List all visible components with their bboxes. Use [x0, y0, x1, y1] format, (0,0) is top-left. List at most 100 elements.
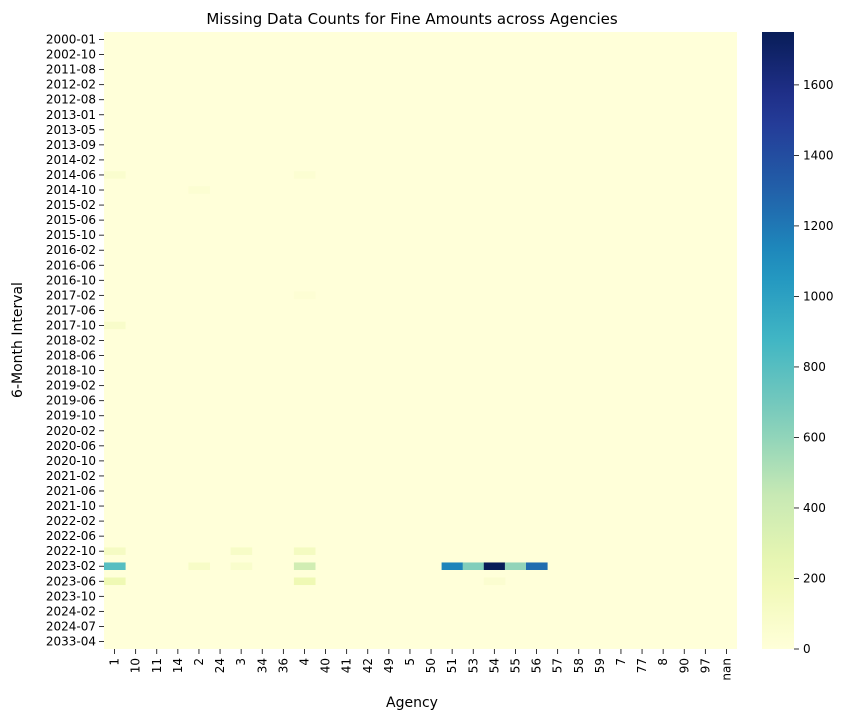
- heatmap-cell: [104, 547, 126, 555]
- y-tick-label: 2016-02: [46, 243, 96, 257]
- colorbar-ticks: 0 200 400 600 800 1000 1200 1400 1600: [794, 78, 834, 656]
- y-tick-label: 2017-02: [46, 288, 96, 302]
- y-tick-label: 2013-01: [46, 108, 96, 122]
- x-axis-ticks: 1 10 11 14 2 24 3 34 36 4 40 41 42 49 5 50 51 53 54 55 56 57 5…: [108, 649, 733, 681]
- x-tick-label: 5: [403, 658, 417, 666]
- colorbar-tick-label: 1000: [803, 289, 834, 303]
- colorbar-tick-label: 1400: [803, 148, 834, 162]
- y-axis-ticks: 2000-012002-102011-082012-022012-082013-…: [46, 33, 104, 648]
- heatmap-grid: [104, 32, 737, 649]
- heatmap-cell: [188, 186, 210, 194]
- x-tick-label: 53: [466, 658, 480, 673]
- heatmap-background: [104, 32, 737, 649]
- y-tick-label: 2011-08: [46, 63, 96, 77]
- y-tick-label: 2018-06: [46, 349, 96, 363]
- y-tick-label: 2013-05: [46, 123, 96, 137]
- heatmap-cell: [104, 321, 126, 330]
- y-tick-label: 2002-10: [46, 48, 96, 62]
- colorbar-tick-label: 200: [803, 571, 826, 585]
- heatmap-cell: [293, 547, 316, 555]
- x-tick-label: 57: [551, 658, 565, 673]
- y-tick-label: 2019-10: [46, 409, 96, 423]
- x-tick-label: 41: [340, 658, 354, 673]
- y-tick-label: 2017-06: [46, 303, 96, 317]
- heatmap-cell: [504, 562, 527, 570]
- y-tick-label: 2023-02: [46, 559, 96, 573]
- y-tick-label: 2021-02: [46, 469, 96, 483]
- x-tick-label: 40: [319, 658, 333, 673]
- y-tick-label: 2012-08: [46, 93, 96, 107]
- x-tick-label: 1: [108, 658, 122, 666]
- y-tick-label: 2018-10: [46, 364, 96, 378]
- x-tick-label: 55: [508, 658, 522, 673]
- y-tick-label: 2023-10: [46, 589, 96, 603]
- heatmap-cell: [293, 562, 316, 570]
- y-tick-label: 2015-06: [46, 213, 96, 227]
- heatmap-cell: [293, 577, 316, 586]
- y-tick-label: 2019-06: [46, 394, 96, 408]
- x-tick-label: 90: [677, 658, 691, 673]
- y-tick-label: 2033-04: [46, 634, 96, 648]
- x-tick-label: 77: [635, 658, 649, 673]
- y-tick-label: 2014-02: [46, 153, 96, 167]
- y-tick-label: 2013-09: [46, 138, 96, 152]
- x-tick-label: 36: [276, 658, 290, 673]
- heatmap-cell: [230, 562, 253, 570]
- y-tick-label: 2024-02: [46, 604, 96, 618]
- x-axis-label: Agency: [386, 695, 438, 711]
- colorbar-tick-label: 0: [803, 642, 811, 656]
- x-tick-label: nan: [719, 658, 733, 681]
- y-tick-label: 2016-06: [46, 258, 96, 272]
- colorbar-tick-label: 1200: [803, 219, 834, 233]
- y-tick-label: 2000-01: [46, 33, 96, 47]
- x-tick-label: 49: [382, 658, 396, 673]
- y-tick-label: 2021-10: [46, 499, 96, 513]
- y-tick-label: 2015-10: [46, 228, 96, 242]
- y-tick-label: 2023-06: [46, 574, 96, 588]
- x-tick-label: 24: [213, 658, 227, 673]
- y-tick-label: 2022-10: [46, 544, 96, 558]
- heatmap-cell: [293, 171, 316, 179]
- y-tick-label: 2019-02: [46, 379, 96, 393]
- y-tick-label: 2014-10: [46, 183, 96, 197]
- y-tick-label: 2012-02: [46, 78, 96, 92]
- heatmap-cell: [230, 547, 253, 555]
- x-tick-label: 34: [255, 658, 269, 673]
- x-tick-label: 10: [129, 658, 143, 673]
- colorbar-tick-label: 400: [803, 501, 826, 515]
- y-tick-label: 2024-07: [46, 619, 96, 633]
- heatmap-cell: [483, 562, 506, 570]
- colorbar-tick-label: 1600: [803, 78, 834, 92]
- heatmap-cell: [441, 562, 464, 570]
- x-tick-label: 51: [445, 658, 459, 673]
- y-tick-label: 2018-02: [46, 334, 96, 348]
- heatmap-cell: [104, 562, 126, 570]
- y-tick-label: 2016-10: [46, 273, 96, 287]
- heatmap-cell: [526, 562, 548, 570]
- x-tick-label: 54: [487, 658, 501, 673]
- x-tick-label: 3: [234, 658, 248, 666]
- y-tick-label: 2014-06: [46, 168, 96, 182]
- x-tick-label: 11: [150, 658, 164, 673]
- y-tick-label: 2022-02: [46, 514, 96, 528]
- x-tick-label: 4: [297, 658, 311, 666]
- y-tick-label: 2020-02: [46, 424, 96, 438]
- heatmap-cell: [462, 562, 485, 570]
- x-tick-label: 97: [698, 658, 712, 673]
- y-tick-label: 2020-06: [46, 439, 96, 453]
- x-tick-label: 58: [572, 658, 586, 673]
- heatmap-cell: [293, 291, 316, 300]
- y-tick-label: 2021-06: [46, 484, 96, 498]
- y-tick-label: 2017-10: [46, 318, 96, 332]
- colorbar-tick-label: 600: [803, 430, 826, 444]
- y-tick-label: 2015-02: [46, 198, 96, 212]
- x-tick-label: 56: [530, 658, 544, 673]
- chart-title: Missing Data Counts for Fine Amounts acr…: [206, 10, 618, 28]
- heatmap-cell: [188, 562, 210, 570]
- heatmap-cell: [483, 577, 506, 586]
- x-tick-label: 50: [424, 658, 438, 673]
- x-tick-label: 59: [593, 658, 607, 673]
- x-tick-label: 42: [361, 658, 375, 673]
- y-tick-label: 2022-06: [46, 529, 96, 543]
